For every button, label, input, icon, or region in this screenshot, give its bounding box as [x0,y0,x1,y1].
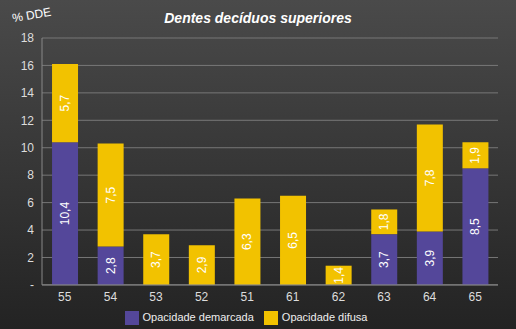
svg-text:54: 54 [104,290,118,304]
html-text:Opacidade demarcada: Opacidade demarcada [142,310,254,323]
svg-text:-: - [30,278,34,292]
svg-text:62: 62 [332,290,346,304]
html-text:Opacidade difusa: Opacidade difusa [281,310,368,323]
svg-text:5,7: 5,7 [58,94,72,111]
svg-text:65: 65 [469,290,483,304]
svg-text:61: 61 [286,290,300,304]
svg-text:10,4: 10,4 [58,202,72,226]
html-text:% DDE: % DDE [11,4,53,26]
svg-text:2,9: 2,9 [195,256,209,273]
svg-text:2,8: 2,8 [104,257,118,274]
svg-text:1,8: 1,8 [377,213,391,230]
svg-text:3,7: 3,7 [149,251,163,268]
svg-text:1,9: 1,9 [468,147,482,164]
svg-text:8,5: 8,5 [468,218,482,235]
svg-text:6,5: 6,5 [286,232,300,249]
svg-text:63: 63 [377,290,391,304]
svg-text:7,8: 7,8 [423,169,437,186]
svg-text:55: 55 [58,290,72,304]
svg-text:6,3: 6,3 [240,233,254,250]
svg-text:7,5: 7,5 [104,186,118,203]
svg-text:12: 12 [21,114,35,128]
svg-text:4: 4 [27,223,34,237]
svg-text:14: 14 [21,86,35,100]
svg-text:2: 2 [27,251,34,265]
svg-text:3,7: 3,7 [377,251,391,268]
html-text:Dentes decíduos superiores: Dentes decíduos superiores [164,10,352,26]
svg-text:10: 10 [21,141,35,155]
svg-text:64: 64 [423,290,437,304]
svg-text:16: 16 [21,59,35,73]
svg-text:6: 6 [27,196,34,210]
svg-text:18: 18 [21,31,35,45]
svg-text:52: 52 [195,290,209,304]
svg-text:1,4: 1,4 [332,267,346,284]
svg-text:3,9: 3,9 [423,249,437,266]
svg-text:51: 51 [241,290,255,304]
svg-text:8: 8 [27,168,34,182]
svg-text:53: 53 [149,290,163,304]
